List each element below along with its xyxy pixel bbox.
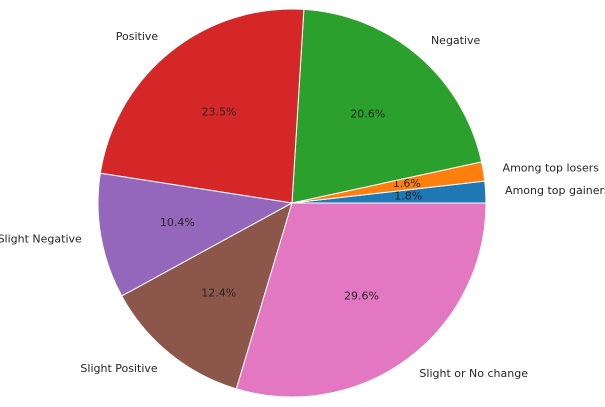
slice-label: Slight or No change — [419, 367, 528, 380]
percent-label: 23.5% — [202, 105, 237, 118]
percent-label: 1.8% — [394, 189, 422, 202]
percent-label: 10.4% — [160, 216, 195, 229]
pie-slice — [291, 8, 483, 204]
slice-label: Among top gainers — [505, 184, 605, 197]
slice-label: Among top losers — [503, 161, 600, 174]
pie-slice — [235, 202, 487, 398]
slice-label: Negative — [431, 34, 481, 47]
percent-label: 29.6% — [344, 289, 379, 302]
slice-label: Slight Positive — [80, 362, 157, 375]
percent-label: 12.4% — [201, 286, 236, 299]
pie-slice — [99, 8, 305, 204]
pie-slice — [97, 172, 294, 297]
pie-slice — [121, 201, 293, 390]
percent-label: 20.6% — [350, 108, 385, 121]
slice-label: Positive — [116, 30, 159, 43]
slice-label: Slight Negative — [0, 233, 82, 246]
percent-label: 1.6% — [393, 177, 421, 190]
